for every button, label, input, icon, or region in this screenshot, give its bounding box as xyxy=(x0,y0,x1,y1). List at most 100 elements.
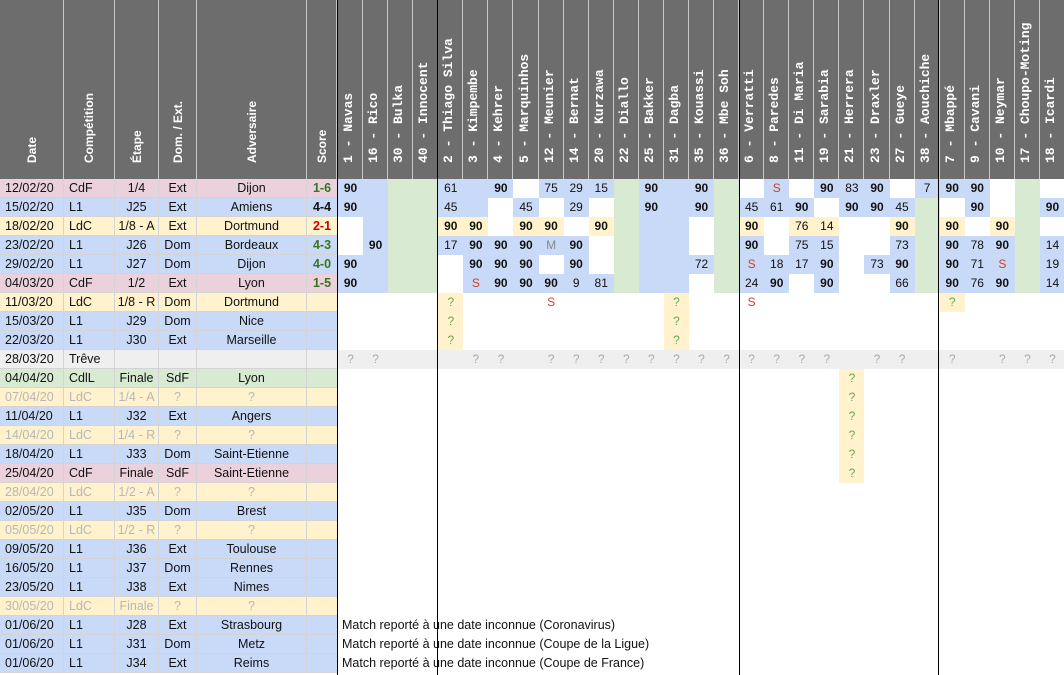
cell-score[interactable] xyxy=(307,502,338,521)
player-cell[interactable] xyxy=(689,597,714,616)
player-cell[interactable] xyxy=(488,521,513,540)
player-cell[interactable] xyxy=(338,559,363,578)
player-cell[interactable] xyxy=(614,464,639,483)
player-cell[interactable] xyxy=(764,217,790,236)
cell-comp[interactable]: L1 xyxy=(64,635,115,654)
player-cell[interactable] xyxy=(1015,597,1040,616)
cell-comp[interactable]: CdF xyxy=(64,179,115,198)
player-cell[interactable] xyxy=(939,198,965,217)
player-cell[interactable] xyxy=(1014,274,1040,293)
player-cell[interactable] xyxy=(1040,426,1064,445)
player-cell[interactable] xyxy=(915,426,940,445)
player-header-26[interactable]: 9 - Cavani xyxy=(964,0,990,179)
player-cell[interactable]: 90 xyxy=(338,274,364,293)
player-cell[interactable] xyxy=(463,464,488,483)
player-cell[interactable] xyxy=(588,255,614,274)
player-cell[interactable]: 90 xyxy=(864,179,890,198)
cell-score[interactable] xyxy=(307,445,338,464)
player-cell[interactable] xyxy=(664,388,689,407)
player-cell[interactable] xyxy=(614,559,639,578)
player-cell[interactable] xyxy=(814,559,839,578)
player-cell[interactable]: 90 xyxy=(814,255,840,274)
player-cell[interactable] xyxy=(589,445,614,464)
player-cell[interactable] xyxy=(940,521,965,540)
player-cell[interactable] xyxy=(689,426,714,445)
player-cell[interactable] xyxy=(890,445,915,464)
player-header-21[interactable]: 21 - Herrera xyxy=(839,0,865,179)
player-cell[interactable] xyxy=(363,464,388,483)
player-cell[interactable]: 90 xyxy=(989,274,1015,293)
cell-etape[interactable]: 1/4 - R xyxy=(115,426,159,445)
player-cell[interactable] xyxy=(463,198,489,217)
player-cell[interactable] xyxy=(538,255,564,274)
player-cell[interactable] xyxy=(789,540,814,559)
player-cell[interactable] xyxy=(438,426,463,445)
player-cell[interactable] xyxy=(613,236,639,255)
player-cell[interactable] xyxy=(513,388,538,407)
player-header-22[interactable]: 23 - Draxler xyxy=(864,0,890,179)
player-cell[interactable] xyxy=(564,502,589,521)
cell-adv[interactable]: Nimes xyxy=(197,578,307,597)
player-cell[interactable] xyxy=(463,331,488,350)
player-cell[interactable] xyxy=(564,369,589,388)
player-cell[interactable] xyxy=(864,426,889,445)
player-cell[interactable] xyxy=(513,483,538,502)
cell-etape[interactable]: J34 xyxy=(115,654,159,673)
player-cell[interactable] xyxy=(539,426,564,445)
player-cell[interactable] xyxy=(839,559,864,578)
cell-date[interactable]: 18/02/20 xyxy=(0,217,64,236)
cell-domext[interactable] xyxy=(159,350,197,369)
player-cell[interactable]: ? xyxy=(789,350,815,369)
player-cell[interactable] xyxy=(564,407,589,426)
player-cell[interactable] xyxy=(890,597,915,616)
player-cell[interactable]: ? xyxy=(563,350,589,369)
cell-domext[interactable]: Ext xyxy=(159,198,197,217)
player-cell[interactable] xyxy=(689,407,714,426)
cell-comp[interactable]: L1 xyxy=(64,331,115,350)
player-cell[interactable]: 24 xyxy=(739,274,765,293)
player-cell[interactable] xyxy=(488,198,514,217)
player-cell[interactable] xyxy=(663,236,689,255)
cell-etape[interactable]: J30 xyxy=(115,331,159,350)
player-cell[interactable] xyxy=(513,464,538,483)
player-cell[interactable] xyxy=(1040,407,1064,426)
player-cell[interactable] xyxy=(714,255,740,274)
player-cell[interactable] xyxy=(614,521,639,540)
player-cell[interactable] xyxy=(1040,369,1064,388)
player-cell[interactable] xyxy=(940,502,965,521)
player-cell[interactable] xyxy=(864,483,889,502)
player-cell[interactable] xyxy=(1015,407,1040,426)
player-cell[interactable] xyxy=(1015,369,1040,388)
player-header-16[interactable]: 36 - Mbe Soh xyxy=(714,0,740,179)
player-cell[interactable] xyxy=(789,388,814,407)
player-cell[interactable] xyxy=(363,483,388,502)
player-cell[interactable] xyxy=(890,369,915,388)
player-cell[interactable] xyxy=(864,369,889,388)
player-cell[interactable] xyxy=(513,369,538,388)
player-cell[interactable] xyxy=(639,293,664,312)
cell-comp[interactable]: L1 xyxy=(64,236,115,255)
player-cell[interactable] xyxy=(338,407,363,426)
player-cell[interactable] xyxy=(338,236,364,255)
player-cell[interactable] xyxy=(588,198,614,217)
header-domext[interactable]: Dom. / Ext. xyxy=(159,0,197,179)
player-cell[interactable] xyxy=(890,312,915,331)
player-cell[interactable]: 90 xyxy=(488,274,514,293)
player-cell[interactable] xyxy=(864,388,889,407)
cell-comp[interactable]: LdC xyxy=(64,293,115,312)
player-cell[interactable] xyxy=(864,559,889,578)
player-cell[interactable] xyxy=(839,540,864,559)
player-cell[interactable] xyxy=(789,578,814,597)
player-cell[interactable] xyxy=(1015,502,1040,521)
cell-domext[interactable]: Ext xyxy=(159,274,197,293)
player-cell[interactable] xyxy=(413,293,438,312)
player-cell[interactable] xyxy=(513,426,538,445)
player-cell[interactable] xyxy=(990,331,1015,350)
player-cell[interactable] xyxy=(789,369,814,388)
player-cell[interactable] xyxy=(814,540,839,559)
player-cell[interactable]: 90 xyxy=(463,217,489,236)
cell-score[interactable] xyxy=(307,597,338,616)
player-cell[interactable] xyxy=(789,274,815,293)
player-cell[interactable] xyxy=(338,312,363,331)
player-cell[interactable] xyxy=(363,540,388,559)
